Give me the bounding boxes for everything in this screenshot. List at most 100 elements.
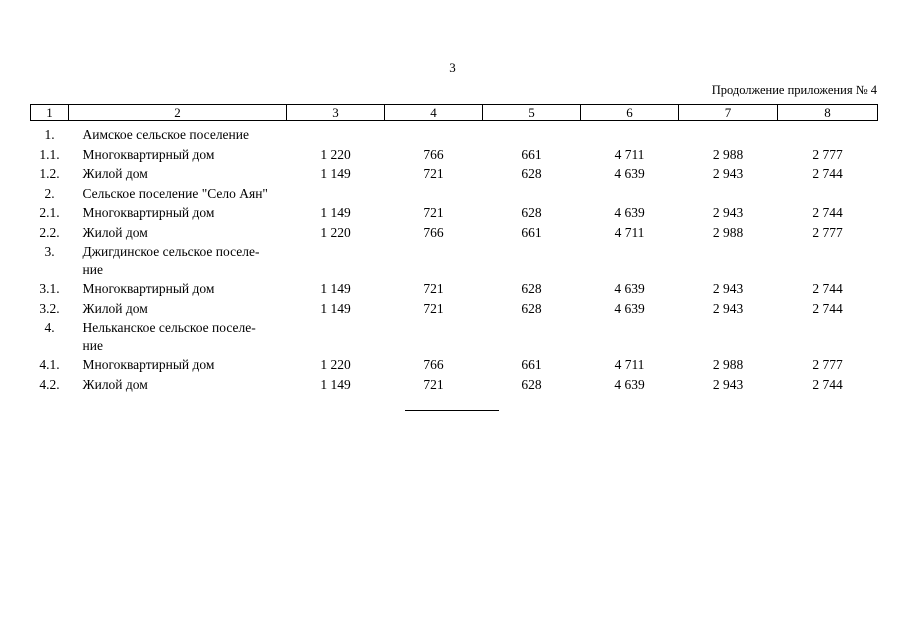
table-row: 1.1. Многоквартирный дом 1 220 766 661 4 711 2…	[31, 145, 878, 165]
row-number-cell: 4.	[44, 320, 55, 335]
row-number-cell: 2.2.	[39, 224, 60, 240]
value-cell: 2 943	[712, 281, 744, 296]
row-number-cell: 2.1.	[39, 205, 60, 220]
row-number-cell: 4.1.	[39, 357, 60, 372]
value-cell: 721	[423, 376, 444, 392]
table-row: 4. Нельканское сельское поселе- ние	[31, 318, 878, 355]
value-cell	[483, 184, 581, 204]
value-cell: 628	[521, 281, 542, 296]
header-cell: 7	[678, 104, 778, 121]
table-header-row: 1 2 3 4 5 6 7 8	[30, 104, 878, 121]
value-cell	[778, 318, 878, 355]
value-cell: 4 711	[614, 357, 645, 372]
value-cell: 1 149	[320, 281, 351, 296]
value-cell	[287, 242, 385, 279]
value-cell	[679, 184, 778, 204]
header-cell: 8	[777, 104, 878, 121]
data-table: 1 2 3 4 5 6 7 8 1. Аимское сельское посел…	[30, 104, 878, 394]
value-cell: 2 744	[812, 300, 843, 316]
table-row: 3.1. Многоквартирный дом 1 149 721 628 4 639 2…	[31, 279, 878, 299]
value-cell: 2 988	[712, 357, 744, 372]
value-cell: 2 777	[812, 146, 843, 162]
header-cell: 1	[30, 104, 69, 121]
value-cell: 766	[423, 146, 444, 162]
header-cell: 5	[482, 104, 581, 121]
value-cell	[679, 318, 778, 355]
value-cell: 2 744	[812, 166, 843, 181]
row-number-cell: 1.	[44, 127, 55, 142]
value-cell: 4 639	[614, 205, 645, 220]
table-body: 1. Аимское сельское поселение 1.1. Многоква…	[31, 121, 878, 395]
value-cell: 2 744	[812, 281, 843, 296]
value-cell: 4 639	[614, 376, 645, 392]
value-cell: 1 149	[320, 300, 351, 316]
value-cell	[287, 318, 385, 355]
value-cell	[778, 184, 878, 204]
value-cell: 721	[423, 300, 444, 316]
table-row: 2. Сельское поселение "Село Аян"	[31, 184, 878, 204]
value-cell: 4 711	[614, 146, 645, 162]
value-cell	[483, 242, 581, 279]
value-cell	[385, 242, 483, 279]
settlement-name-cell: Многоквартирный дом	[82, 281, 215, 296]
settlement-name-cell: Аимское сельское поселение	[82, 127, 249, 142]
value-cell: 628	[521, 166, 542, 181]
value-cell	[581, 318, 679, 355]
value-cell: 766	[423, 357, 444, 372]
value-cell	[778, 121, 878, 145]
value-cell: 721	[423, 166, 444, 181]
table-row: 3.2. Жилой дом 1 149 721 628 4 639 2 943 2 744	[31, 299, 878, 319]
header-cell: 4	[384, 104, 483, 121]
header-cell: 3	[286, 104, 385, 121]
value-cell	[385, 184, 483, 204]
value-cell: 1 220	[320, 146, 351, 162]
value-cell	[287, 184, 385, 204]
footnote-separator-line	[405, 410, 499, 411]
value-cell	[483, 318, 581, 355]
settlement-name-cell: Жилой дом	[82, 166, 148, 181]
value-cell	[483, 121, 581, 145]
value-cell: 1 220	[320, 357, 351, 372]
settlement-name-cell: Жилой дом	[82, 224, 148, 240]
row-number-cell: 3.2.	[39, 300, 60, 316]
settlement-name-cell: Нельканское сельское поселе- ние	[82, 320, 256, 353]
value-cell: 628	[521, 376, 542, 392]
header-cell: 6	[580, 104, 679, 121]
value-cell	[385, 318, 483, 355]
value-cell: 766	[423, 224, 444, 240]
header-cell: 2	[68, 104, 287, 121]
row-number-cell: 3.1.	[39, 281, 60, 296]
table-row: 1.2. Жилой дом 1 149 721 628 4 639 2 943 2 744	[31, 164, 878, 184]
value-cell: 628	[521, 300, 542, 316]
settlement-name-cell: Джигдинское сельское поселе- ние	[82, 244, 260, 277]
value-cell: 721	[423, 205, 444, 220]
page-number: 3	[449, 60, 456, 75]
table-row: 2.2. Жилой дом 1 220 766 661 4 711 2 988 2 777	[31, 223, 878, 243]
continuation-note: Продолжение приложения № 4	[711, 83, 877, 97]
value-cell	[287, 121, 385, 145]
value-cell: 2 943	[712, 166, 744, 181]
value-cell: 2 988	[712, 224, 744, 240]
value-cell: 1 149	[320, 166, 351, 181]
value-cell: 2 943	[712, 376, 744, 392]
value-cell	[581, 242, 679, 279]
value-cell: 2 988	[712, 146, 744, 162]
value-cell	[778, 242, 878, 279]
value-cell: 2 777	[812, 357, 843, 372]
value-cell	[679, 242, 778, 279]
row-number-cell: 1.2.	[39, 166, 60, 181]
value-cell	[581, 121, 679, 145]
row-number-cell: 2.	[44, 185, 55, 201]
value-cell: 4 639	[614, 300, 645, 316]
value-cell: 661	[521, 224, 542, 240]
settlement-name-cell: Многоквартирный дом	[82, 357, 215, 372]
value-cell: 661	[521, 357, 542, 372]
row-number-cell: 1.1.	[39, 146, 60, 162]
value-cell: 2 943	[712, 300, 744, 316]
value-cell	[679, 121, 778, 145]
table-row: 1. Аимское сельское поселение	[31, 121, 878, 145]
settlement-name-cell: Многоквартирный дом	[82, 146, 215, 162]
value-cell: 4 711	[614, 224, 645, 240]
value-cell: 2 777	[812, 224, 843, 240]
